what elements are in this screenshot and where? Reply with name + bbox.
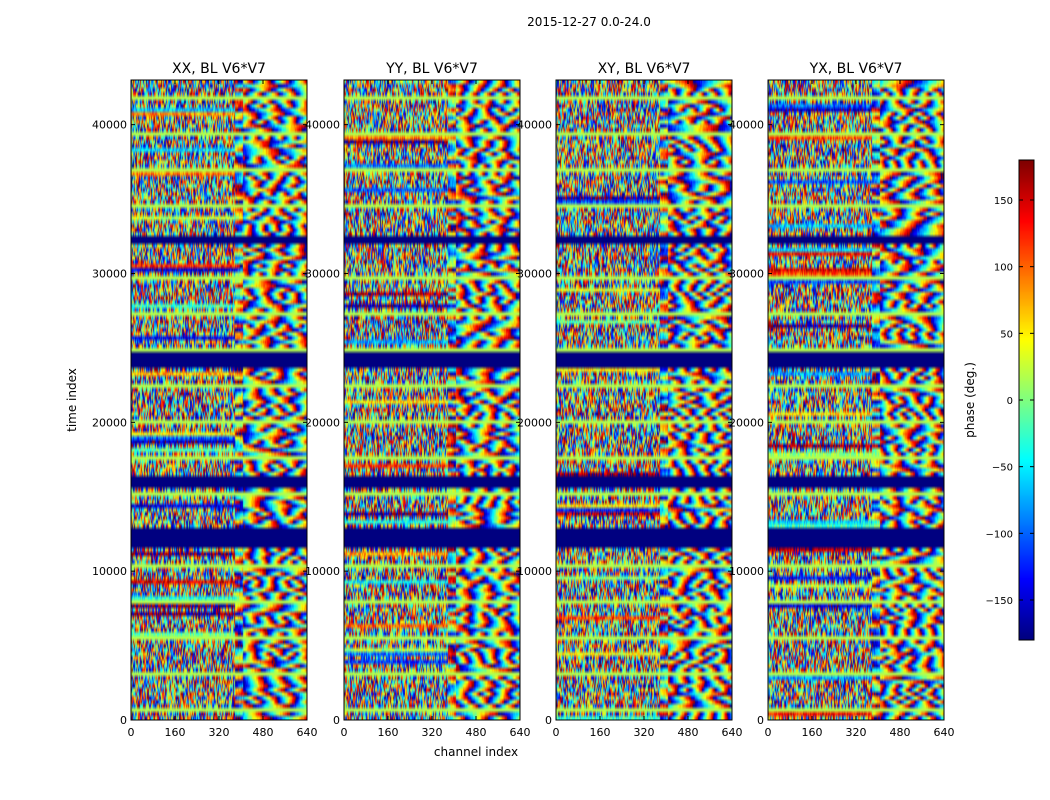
y-tick-label: 20000 — [305, 416, 340, 429]
panels-group: XX, BL V6*V7 0 160 320 480 640 0 10000 20000 3000… — [92, 61, 955, 739]
x-tick-label: 480 — [253, 726, 274, 739]
y-tick-label: 10000 — [517, 565, 552, 578]
colorbar-tick-label: −100 — [986, 529, 1013, 540]
y-tick-label: 0 — [545, 714, 552, 727]
y-tick-label: 0 — [120, 714, 127, 727]
colorbar-tick-label: −150 — [986, 596, 1013, 607]
colorbar-tick-label: −50 — [992, 463, 1013, 474]
y-tick-label: 10000 — [305, 565, 340, 578]
y-tick-label: 40000 — [517, 119, 552, 132]
panel-title: XY, BL V6*V7 — [598, 61, 691, 77]
y-tick-label: 20000 — [92, 416, 127, 429]
y-tick-label: 20000 — [729, 416, 764, 429]
colorbar: 150 100 50 0 −50 −100 −150 — [986, 159, 1035, 641]
x-tick-label: 640 — [934, 726, 955, 739]
x-tick-label: 320 — [209, 726, 230, 739]
colorbar-tick-label: 150 — [994, 196, 1013, 207]
y-tick-label: 40000 — [305, 119, 340, 132]
colorbar-gradient — [1019, 160, 1034, 640]
y-tick-label: 10000 — [92, 565, 127, 578]
colorbar-label: phase (deg.) — [963, 362, 977, 438]
colorbar-tick-label: 0 — [1007, 396, 1013, 407]
x-axis-label: channel index — [434, 745, 518, 759]
figure-suptitle: 2015-12-27 0.0-24.0 — [527, 15, 651, 29]
y-tick-label: 40000 — [92, 119, 127, 132]
x-tick-label: 320 — [634, 726, 655, 739]
x-tick-label: 0 — [765, 726, 772, 739]
y-axis-label: time index — [65, 368, 79, 432]
panel-title: YX, BL V6*V7 — [809, 61, 903, 77]
x-tick-label: 640 — [722, 726, 743, 739]
x-tick-label: 0 — [553, 726, 560, 739]
y-tick-label: 30000 — [305, 267, 340, 280]
y-tick-label: 30000 — [517, 267, 552, 280]
x-tick-label: 0 — [341, 726, 348, 739]
y-tick-label: 0 — [333, 714, 340, 727]
y-tick-label: 20000 — [517, 416, 552, 429]
panel-yy: YY, BL V6*V7 0 160 320 480 640 0 10000 20000 3000… — [305, 61, 531, 739]
phase-image-yx — [768, 80, 944, 720]
y-tick-label: 0 — [757, 714, 764, 727]
phase-image-xy — [556, 80, 732, 720]
x-tick-label: 320 — [846, 726, 867, 739]
x-tick-label: 320 — [422, 726, 443, 739]
x-tick-label: 480 — [890, 726, 911, 739]
x-tick-label: 640 — [297, 726, 318, 739]
x-tick-label: 160 — [590, 726, 611, 739]
x-tick-label: 640 — [510, 726, 531, 739]
colorbar-tick-label: 100 — [994, 263, 1013, 274]
panel-title: YY, BL V6*V7 — [385, 61, 478, 77]
panel-yx: YX, BL V6*V7 0 160 320 480 640 0 10000 20000 3000… — [729, 61, 955, 739]
y-tick-label: 30000 — [729, 267, 764, 280]
x-tick-label: 480 — [678, 726, 699, 739]
y-tick-label: 10000 — [729, 565, 764, 578]
y-tick-label: 30000 — [92, 267, 127, 280]
y-tick-label: 40000 — [729, 119, 764, 132]
x-tick-label: 160 — [802, 726, 823, 739]
phase-image-yy — [344, 80, 520, 720]
x-tick-label: 160 — [165, 726, 186, 739]
colorbar-tick-label: 50 — [1000, 329, 1013, 340]
x-tick-label: 160 — [378, 726, 399, 739]
panel-xx: XX, BL V6*V7 0 160 320 480 640 0 10000 20000 3000… — [92, 61, 318, 739]
panel-xy: XY, BL V6*V7 0 160 320 480 640 0 10000 20000 3000… — [517, 61, 743, 739]
phase-image-xx — [131, 80, 307, 720]
x-tick-label: 480 — [466, 726, 487, 739]
x-tick-label: 0 — [128, 726, 135, 739]
panel-title: XX, BL V6*V7 — [172, 61, 266, 77]
